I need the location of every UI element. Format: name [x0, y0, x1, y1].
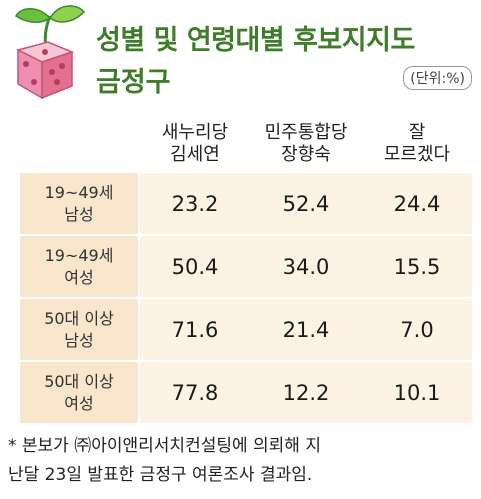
cell-value: 7.0: [400, 317, 434, 342]
cell-value: 71.6: [171, 317, 219, 342]
unit-label: (단위:%): [403, 66, 472, 90]
column-header-saenuri: 새누리당 김세연: [161, 122, 229, 165]
chart-title: 성별 및 연령대별 후보지지도: [96, 25, 415, 56]
row-label: 19~49세 남성: [20, 173, 138, 234]
cell-value: 15.5: [393, 254, 441, 279]
row-label: 50대 이상 여성: [20, 362, 138, 423]
column-header-unsure: 잘 모르겠다: [383, 122, 451, 165]
cell-value: 12.2: [282, 380, 330, 405]
cell-value: 52.4: [282, 191, 330, 216]
dice-sprout-logo: [15, 5, 85, 100]
column-header-minju: 민주통합당 장향숙: [264, 122, 348, 165]
cell-value: 21.4: [282, 317, 330, 342]
chart-subtitle: 금정구: [96, 67, 171, 98]
cell-value: 23.2: [171, 191, 219, 216]
support-table: 19~49세 남성 23.2 52.4 24.4 19~49세 여성 50.4 …: [20, 173, 472, 425]
cell-value: 34.0: [282, 254, 330, 279]
cell-value: 77.8: [171, 380, 219, 405]
table-row: 19~49세 남성 23.2 52.4 24.4: [20, 173, 472, 236]
row-values: 77.8 12.2 10.1: [140, 362, 472, 423]
table-row: 19~49세 여성 50.4 34.0 15.5: [20, 236, 472, 299]
footnote: * 본보가 ㈜아이앤리서치컨설팅에 의뢰해 지 난달 23일 발표한 금정구 여…: [8, 436, 321, 485]
row-values: 50.4 34.0 15.5: [140, 236, 472, 297]
table-row: 50대 이상 남성 71.6 21.4 7.0: [20, 299, 472, 362]
table-row: 50대 이상 여성 77.8 12.2 10.1: [20, 362, 472, 425]
cell-value: 10.1: [393, 380, 441, 405]
row-label: 19~49세 여성: [20, 236, 138, 297]
row-label: 50대 이상 남성: [20, 299, 138, 360]
row-values: 23.2 52.4 24.4: [140, 173, 472, 234]
row-values: 71.6 21.4 7.0: [140, 299, 472, 360]
cell-value: 24.4: [393, 191, 441, 216]
cell-value: 50.4: [171, 254, 219, 279]
